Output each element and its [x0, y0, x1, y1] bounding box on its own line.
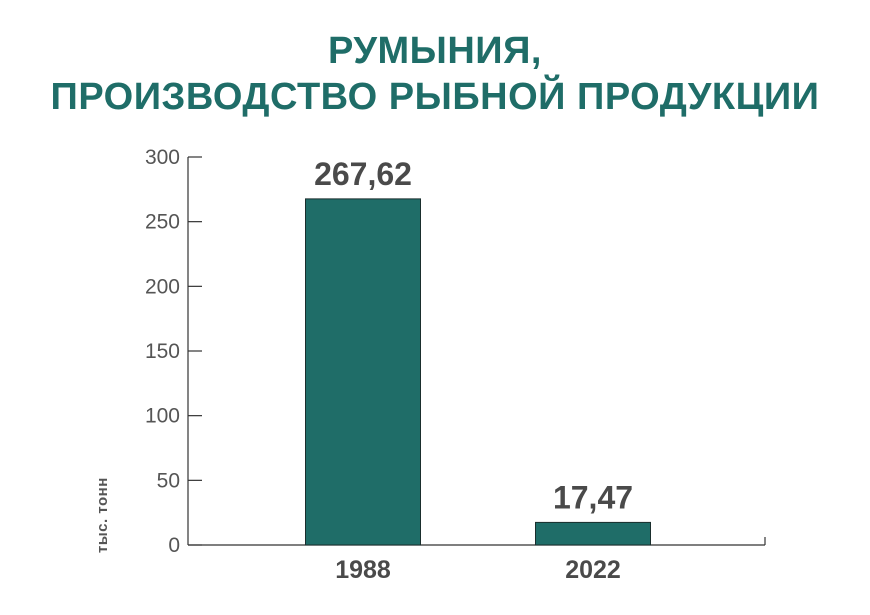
bar-1988: [305, 198, 421, 546]
chart-labels: 267,62 1988 17,47 2022: [314, 156, 633, 584]
data-label-1988: 267,62: [314, 156, 412, 192]
chart-title: РУМЫНИЯ, ПРОИЗВОДСТВО РЫБНОЙ ПРОДУКЦИИ: [0, 28, 870, 120]
y-tick-label-250: 250: [145, 211, 180, 234]
chart-axes: 0 50 100 150 200 250 300: [145, 146, 766, 557]
y-tick-label-200: 200: [145, 275, 180, 298]
y-tick-label-0: 0: [168, 534, 180, 557]
y-axis-unit-label: тыс. тонн: [94, 477, 111, 553]
bar-2022: [535, 521, 651, 546]
x-category-label-1988: 1988: [335, 556, 391, 584]
x-category-label-2022: 2022: [565, 556, 621, 584]
y-tick-label-50: 50: [157, 469, 180, 492]
chart-title-line-2: ПРОИЗВОДСТВО РЫБНОЙ ПРОДУКЦИИ: [50, 76, 820, 118]
y-tick-label-300: 300: [145, 146, 180, 169]
chart-bars: [305, 198, 651, 546]
data-label-2022: 17,47: [553, 479, 633, 515]
chart-title-line-1: РУМЫНИЯ,: [328, 30, 542, 72]
y-tick-label-150: 150: [145, 340, 180, 363]
y-tick-label-100: 100: [145, 405, 180, 428]
